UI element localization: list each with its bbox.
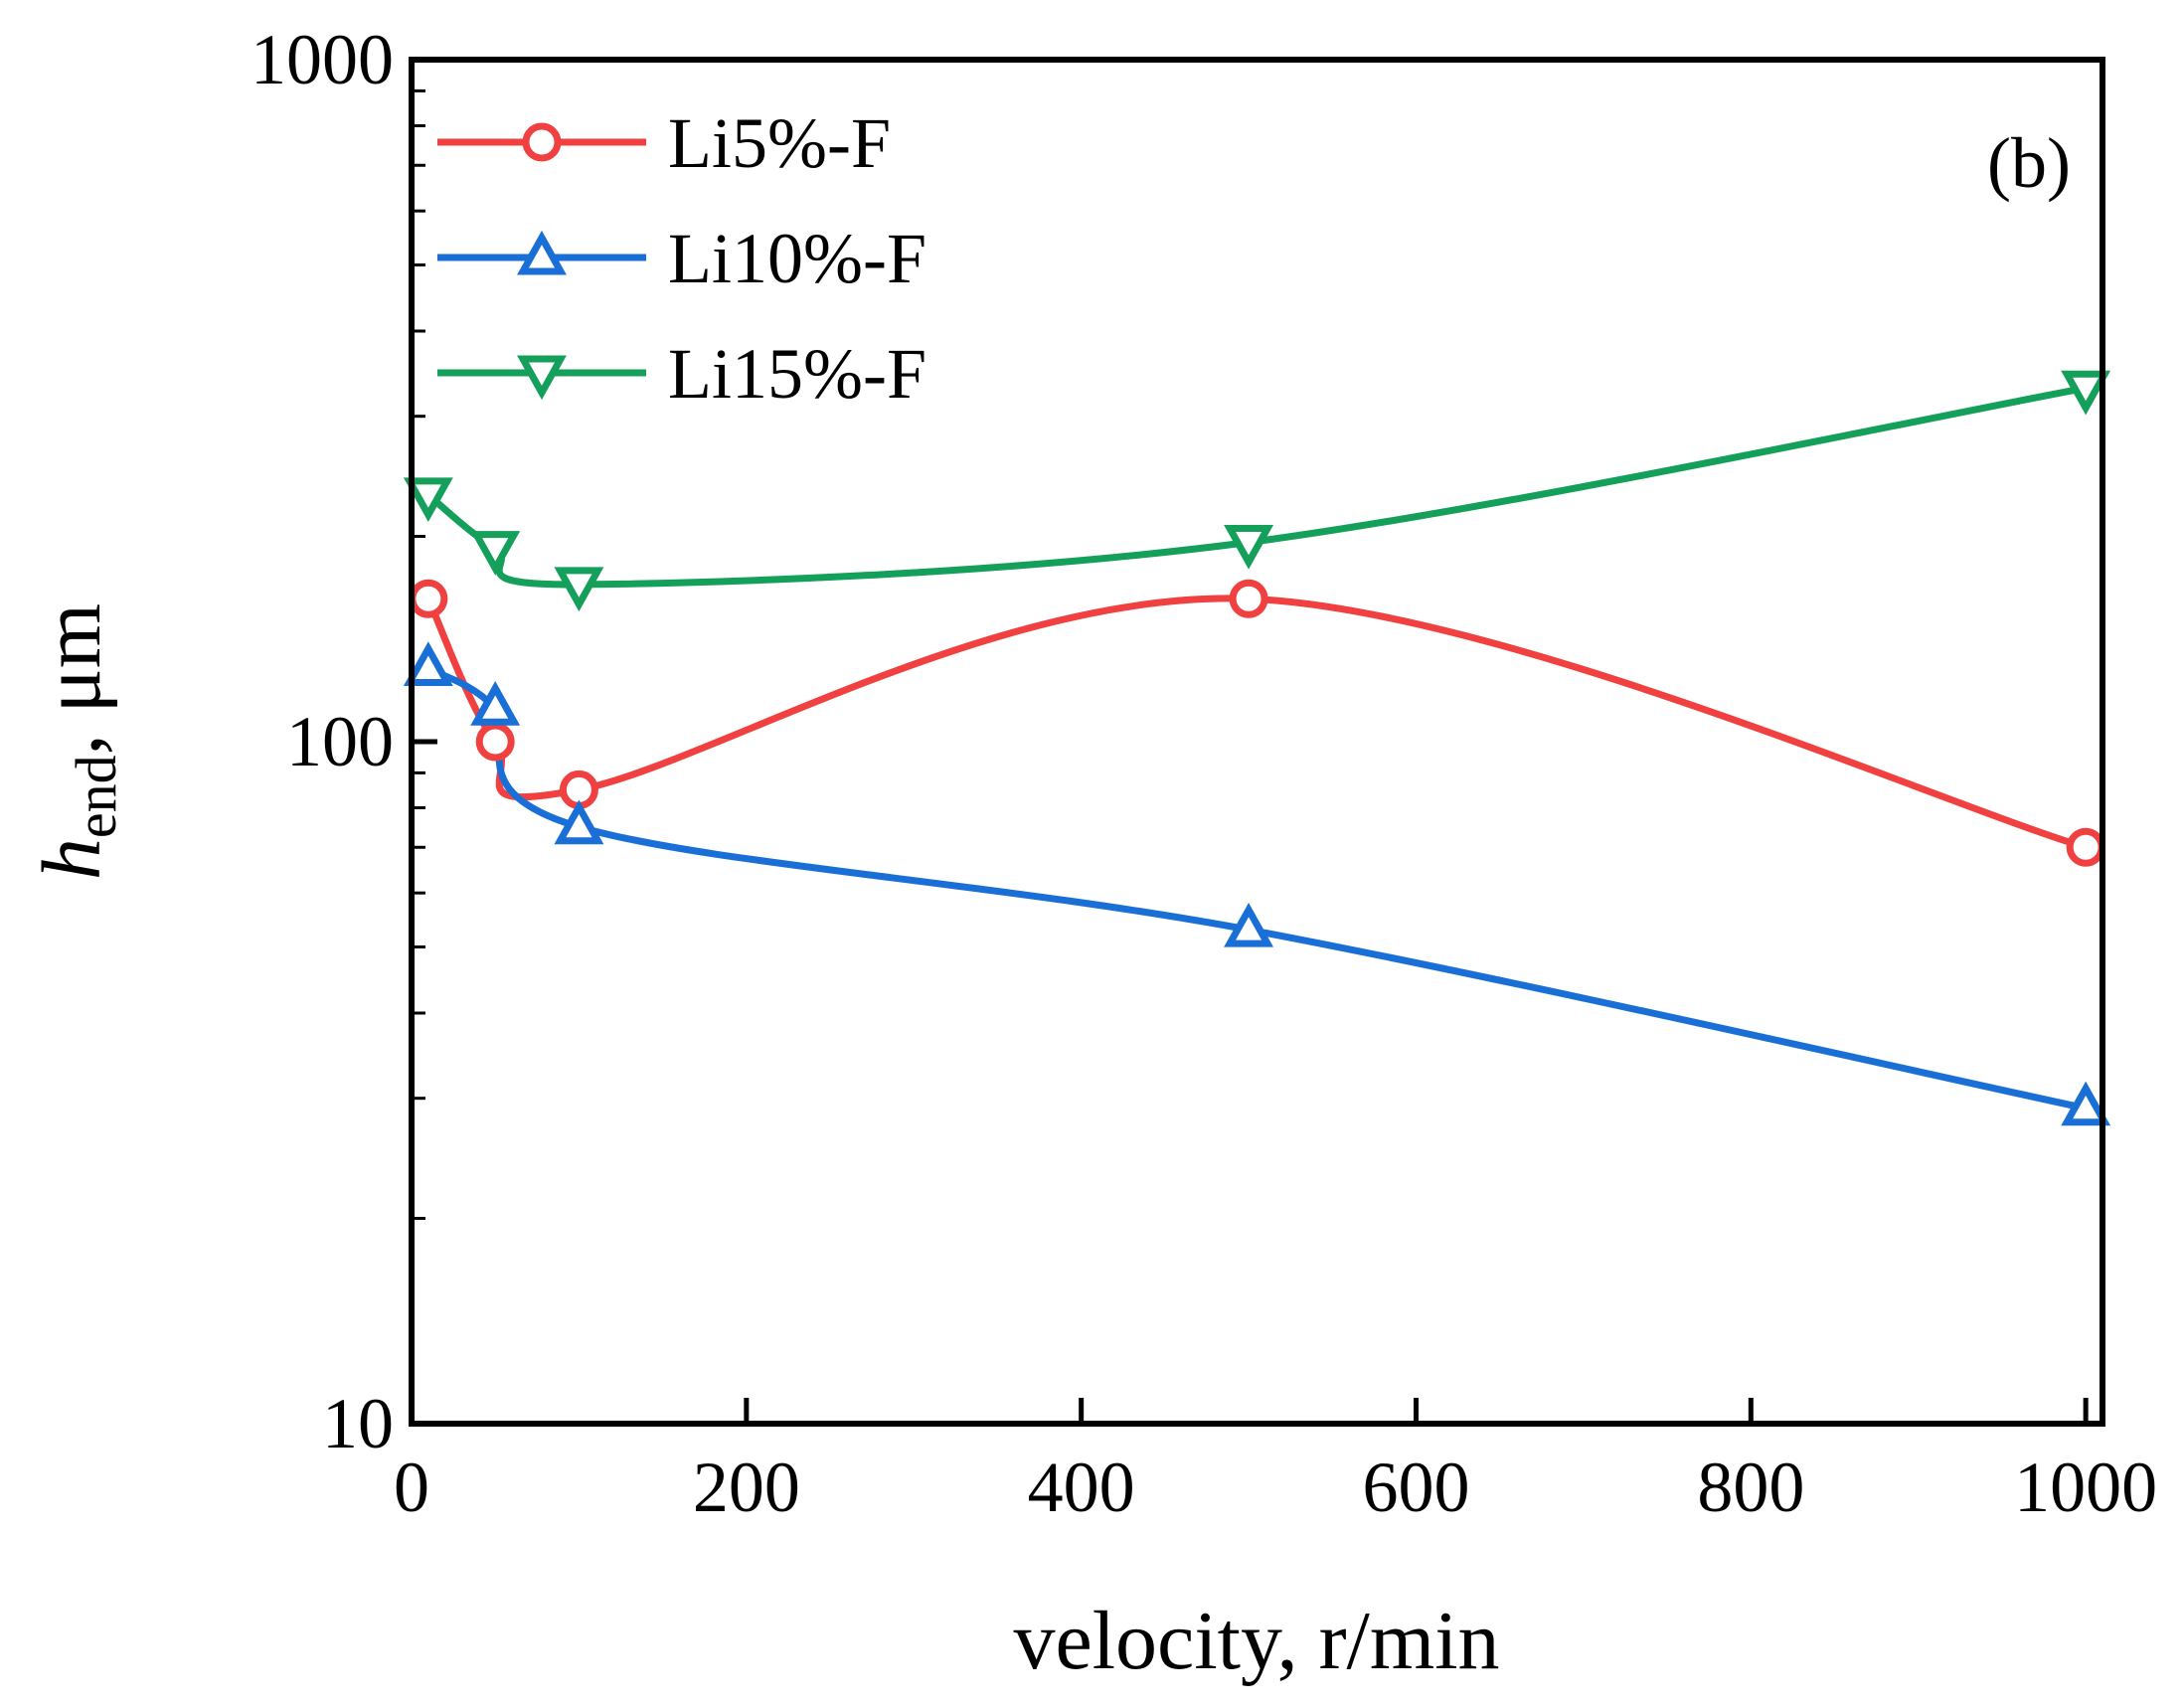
data-point [475, 722, 515, 762]
panel-label: (b) [1987, 123, 2071, 203]
series-line [426, 665, 2087, 1112]
data-point [1224, 525, 1274, 570]
y-tick-label: 10 [322, 1384, 394, 1463]
legend-marker [517, 230, 567, 275]
x-tick-label: 200 [693, 1448, 800, 1527]
data-point [1229, 579, 1268, 618]
data-point [470, 681, 521, 726]
y-axis-title-suffix: , μm [26, 603, 118, 755]
data-point [2066, 827, 2105, 867]
data-point [470, 531, 521, 576]
data-point [2061, 1081, 2111, 1126]
legend-marker [517, 355, 567, 401]
data-point [403, 477, 453, 523]
y-axis-title-subscript: end [64, 755, 128, 838]
y-axis-ticks: 10 100 1000 [251, 20, 437, 1463]
series-line [424, 595, 2088, 851]
series-curves [424, 384, 2088, 1112]
data-point [1224, 902, 1274, 947]
legend: Li5%-F Li10%-F Li15%-F [437, 103, 926, 414]
data-point [554, 799, 604, 845]
series-markers [403, 370, 2111, 1126]
y-tick-label: 100 [286, 702, 394, 781]
x-tick-label: 1000 [2014, 1448, 2157, 1527]
data-point [554, 567, 604, 612]
data-point [2061, 370, 2111, 416]
x-tick-label: 800 [1697, 1448, 1804, 1527]
plot-frame [409, 57, 2105, 1427]
legend-label: Li15%-F [668, 334, 926, 414]
x-tick-label: 600 [1362, 1448, 1469, 1527]
legend-label: Li10%-F [668, 219, 926, 298]
x-axis-title: velocity, r/min [1013, 1595, 1499, 1687]
legend-marker [522, 122, 562, 162]
x-tick-label: 400 [1028, 1448, 1135, 1527]
x-tick-label: 0 [394, 1448, 429, 1527]
series-line [425, 384, 2087, 589]
data-point [403, 641, 453, 686]
y-axis-title-main: h [26, 838, 118, 880]
y-tick-label: 1000 [251, 20, 394, 99]
data-point [409, 579, 448, 618]
x-axis-ticks: 0 200 400 600 800 1000 [394, 1398, 2157, 1527]
legend-label: Li5%-F [668, 103, 891, 183]
y-axis-title: hend, μm [26, 603, 128, 880]
